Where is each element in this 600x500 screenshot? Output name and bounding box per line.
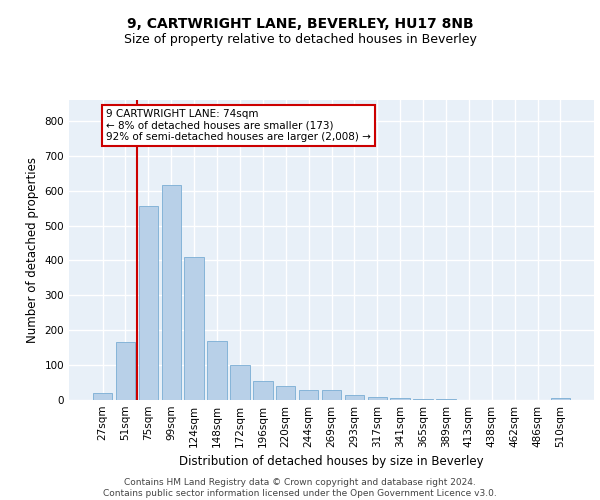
Bar	[116, 342, 135, 400]
Bar	[230, 365, 250, 400]
Bar	[413, 398, 433, 400]
Text: 9, CARTWRIGHT LANE, BEVERLEY, HU17 8NB: 9, CARTWRIGHT LANE, BEVERLEY, HU17 8NB	[127, 18, 473, 32]
Bar	[184, 257, 204, 400]
Bar	[299, 390, 319, 400]
Bar	[139, 206, 158, 400]
Text: Size of property relative to detached houses in Beverley: Size of property relative to detached ho…	[124, 32, 476, 46]
X-axis label: Distribution of detached houses by size in Beverley: Distribution of detached houses by size …	[179, 456, 484, 468]
Y-axis label: Number of detached properties: Number of detached properties	[26, 157, 39, 343]
Bar	[161, 186, 181, 400]
Bar	[368, 396, 387, 400]
Text: Contains HM Land Registry data © Crown copyright and database right 2024.
Contai: Contains HM Land Registry data © Crown c…	[103, 478, 497, 498]
Bar	[322, 390, 341, 400]
Bar	[93, 393, 112, 400]
Bar	[208, 340, 227, 400]
Bar	[253, 381, 272, 400]
Bar	[344, 396, 364, 400]
Bar	[551, 398, 570, 400]
Text: 9 CARTWRIGHT LANE: 74sqm
← 8% of detached houses are smaller (173)
92% of semi-d: 9 CARTWRIGHT LANE: 74sqm ← 8% of detache…	[106, 109, 371, 142]
Bar	[276, 386, 295, 400]
Bar	[391, 398, 410, 400]
